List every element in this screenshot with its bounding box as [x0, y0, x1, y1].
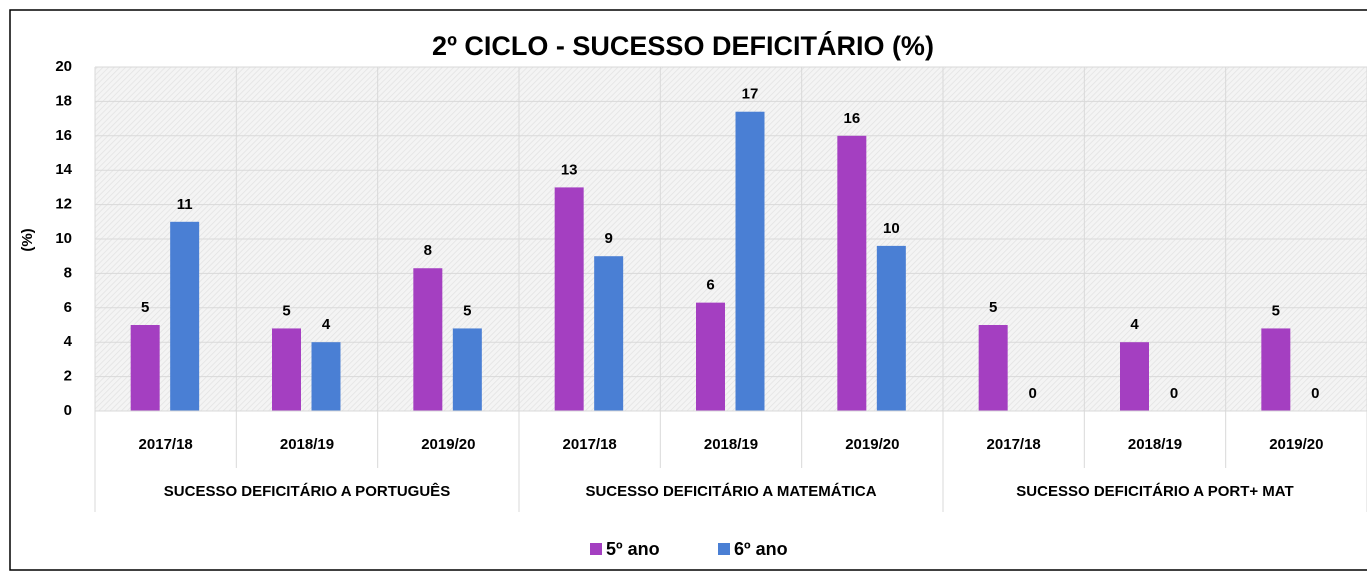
data-label: 4 — [1130, 316, 1139, 333]
y-tick-label: 12 — [55, 196, 72, 213]
data-label: 9 — [604, 230, 612, 247]
bar — [837, 135, 867, 412]
bar — [876, 245, 906, 411]
x-tick-label: 2018/19 — [704, 436, 758, 453]
data-label: 5 — [989, 299, 997, 316]
bar — [311, 342, 341, 411]
data-label: 10 — [883, 220, 900, 237]
group-label: SUCESSO DEFICITÁRIO A PORTUGUÊS — [164, 482, 450, 500]
x-tick-label: 2017/18 — [139, 436, 193, 453]
data-label: 16 — [843, 110, 860, 127]
data-label: 5 — [463, 302, 471, 319]
bar — [413, 268, 443, 411]
x-tick-label: 2017/18 — [563, 436, 617, 453]
y-tick-label: 2 — [64, 368, 72, 385]
data-label: 13 — [561, 161, 578, 178]
y-tick-label: 14 — [55, 161, 72, 178]
bar — [1120, 342, 1149, 411]
bar — [272, 328, 301, 411]
x-tick-label: 2019/20 — [845, 436, 899, 453]
x-tick-label: 2019/20 — [421, 436, 475, 453]
legend-label: 6º ano — [734, 539, 788, 559]
data-label: 4 — [322, 316, 331, 333]
data-label: 17 — [742, 86, 759, 103]
legend-label: 5º ano — [606, 539, 660, 559]
x-tick-label: 2017/18 — [987, 436, 1041, 453]
group-label: SUCESSO DEFICITÁRIO A PORT+ MAT — [1016, 483, 1293, 500]
data-label: 5 — [1272, 302, 1280, 319]
y-axis-label: (%) — [19, 228, 36, 251]
bar — [696, 302, 725, 411]
bar — [452, 328, 482, 411]
group-label: SUCESSO DEFICITÁRIO A MATEMÁTICA — [585, 483, 876, 500]
data-label: 8 — [424, 242, 432, 259]
bar — [594, 256, 624, 411]
bar — [170, 221, 200, 411]
bar — [1261, 328, 1291, 411]
y-tick-label: 0 — [64, 402, 72, 419]
y-tick-label: 16 — [55, 127, 72, 144]
y-tick-label: 6 — [64, 299, 72, 316]
bar — [554, 187, 584, 411]
y-tick-label: 20 — [55, 58, 72, 75]
legend-swatch — [718, 543, 730, 555]
data-label: 0 — [1028, 385, 1036, 402]
data-label: 5 — [282, 302, 290, 319]
x-tick-label: 2018/19 — [280, 436, 334, 453]
x-tick-label: 2019/20 — [1269, 436, 1323, 453]
x-tick-label: 2018/19 — [1128, 436, 1182, 453]
data-label: 5 — [141, 299, 149, 316]
data-label: 0 — [1311, 385, 1319, 402]
y-tick-label: 10 — [55, 230, 72, 247]
y-tick-label: 4 — [64, 333, 73, 350]
y-tick-label: 18 — [55, 92, 72, 109]
bar — [130, 325, 160, 411]
legend-swatch — [590, 543, 602, 555]
bar — [978, 325, 1008, 411]
data-label: 11 — [177, 196, 193, 213]
data-label: 6 — [706, 277, 714, 294]
y-tick-label: 8 — [64, 264, 72, 281]
data-label: 0 — [1170, 385, 1178, 402]
chart-title: 2º CICLO - SUCESSO DEFICITÁRIO (%) — [432, 30, 934, 61]
bar — [735, 111, 765, 411]
